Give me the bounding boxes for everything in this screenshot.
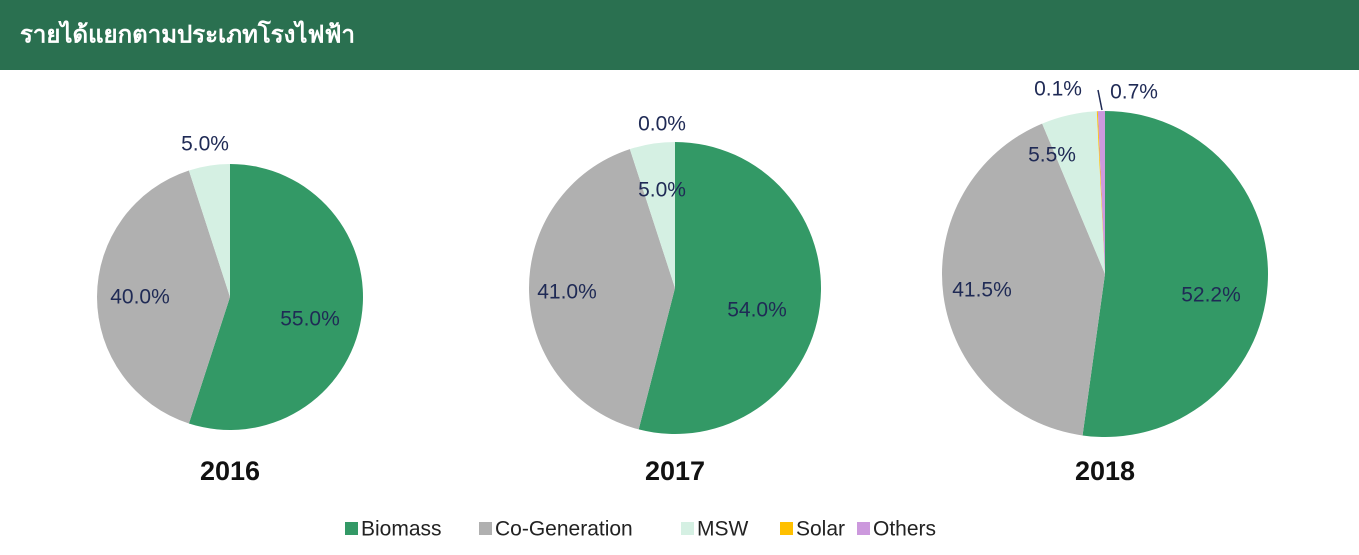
pie-slice <box>1097 111 1105 274</box>
data-label: 5.0% <box>638 179 686 202</box>
pie-slice <box>629 142 675 288</box>
pie-slice <box>1042 111 1105 275</box>
data-label: 40.0% <box>110 286 170 309</box>
data-label: 0.0% <box>638 113 686 136</box>
data-label: 5.5% <box>1028 144 1076 167</box>
data-label: 55.0% <box>280 308 340 331</box>
pie-slice <box>188 164 230 297</box>
pie-slice <box>188 164 363 430</box>
pie-slice <box>1096 111 1105 275</box>
header-title: รายได้แยกตามประเภทโรงไฟฟ้า <box>20 19 355 48</box>
legend-label: MSW <box>697 518 749 541</box>
data-label: 5.0% <box>181 133 229 156</box>
header-bar <box>0 0 1359 70</box>
pie-slice <box>638 142 821 434</box>
pie-slice <box>942 123 1105 436</box>
legend-label: Others <box>873 518 936 541</box>
legend-label: Co-Generation <box>495 518 633 541</box>
pie-title: 2017 <box>645 456 705 486</box>
legend-swatch <box>681 522 694 535</box>
pie-slice <box>97 170 230 424</box>
pie-slice <box>529 149 675 430</box>
data-label: 0.1% <box>1034 78 1082 101</box>
pie-title: 2016 <box>200 456 260 486</box>
pie-title: 2018 <box>1075 456 1135 486</box>
data-label: 0.7% <box>1110 81 1158 104</box>
data-label: 41.0% <box>537 281 597 304</box>
legend-swatch <box>857 522 870 535</box>
data-label: 54.0% <box>727 299 787 322</box>
legend-label: Solar <box>796 518 845 541</box>
leader-line <box>1097 89 1103 111</box>
legend-swatch <box>780 522 793 535</box>
legend-label: Biomass <box>361 518 442 541</box>
legend-swatch <box>345 522 358 535</box>
legend-swatch <box>479 522 492 535</box>
data-label: 41.5% <box>952 279 1012 302</box>
data-label: 52.2% <box>1181 284 1241 307</box>
pie-slice <box>1082 110 1268 437</box>
